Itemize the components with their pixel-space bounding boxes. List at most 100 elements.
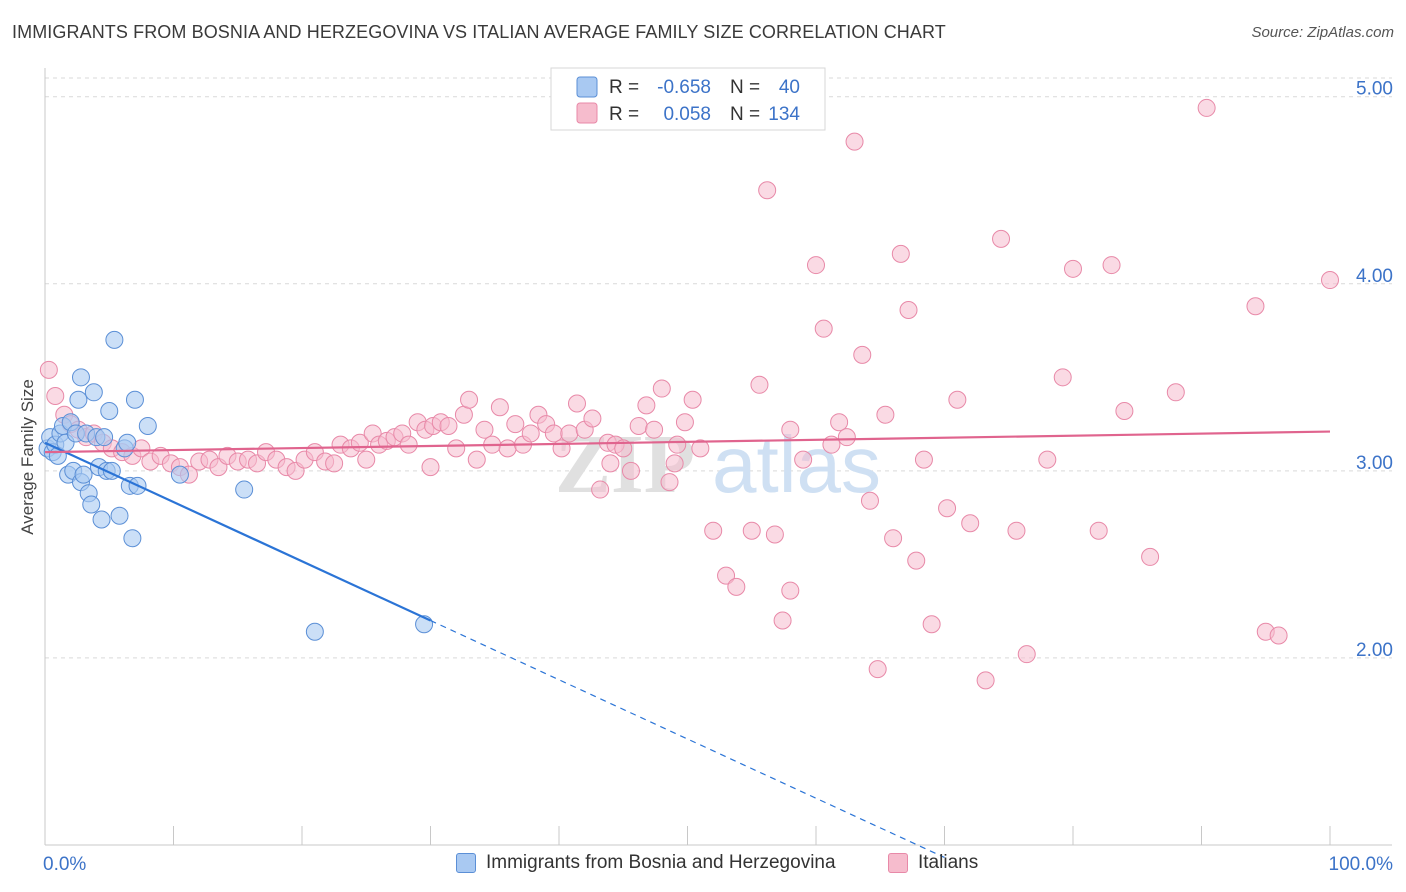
data-point-italians [961,514,980,533]
correlation-legend: R = -0.658 N = 40 R = 0.058 N = 134 [550,67,826,131]
data-point-italians [668,435,687,454]
data-point-italians [1141,547,1160,566]
data-point-italians [938,499,957,518]
data-point-bosnia [123,529,142,548]
data-point-italians [891,244,910,263]
data-point-bosnia [100,401,119,420]
data-point-bosnia [110,506,129,525]
data-point-italians [1166,383,1185,402]
data-point-italians [614,439,633,458]
x-tick-label-start: 0.0% [43,854,86,875]
data-point-italians [629,416,648,435]
legend-r-value-blue: -0.658 [657,77,711,98]
data-point-italians [781,420,800,439]
data-point-italians [1064,259,1082,278]
legend-r-value-pink: 0.058 [663,104,711,125]
data-point-italians [717,566,736,585]
data-point-italians [454,405,473,424]
data-point-italians [560,424,579,443]
data-point-italians [645,420,664,439]
legend-swatch-blue [576,76,598,98]
data-point-italians [39,360,58,379]
legend-label-bosnia: Immigrants from Bosnia and Herzegovina [486,852,836,873]
data-point-italians [773,611,792,630]
data-point-bosnia [84,383,103,402]
data-point-italians [1102,256,1121,275]
data-point-italians [876,405,895,424]
data-point-italians [691,439,710,458]
data-point-italians [1089,521,1108,540]
data-point-italians [652,379,671,398]
data-point-italians [567,394,586,413]
data-point-italians [807,256,825,275]
data-point-italians [447,439,466,458]
data-point-italians [467,450,486,469]
data-point-bosnia [170,465,189,484]
data-point-italians [601,454,620,473]
data-point-italians [750,375,769,394]
data-point-italians [907,551,926,570]
data-point-italians [591,480,610,499]
data-point-bosnia [74,465,93,484]
data-point-italians [1115,401,1134,420]
data-point-italians [683,390,702,409]
data-point-italians [521,424,540,443]
trend-line-bosnia [44,441,431,622]
data-point-italians [922,615,941,634]
data-point-italians [758,181,777,200]
data-point-italians [899,300,918,319]
data-point-italians [544,424,563,443]
data-point-italians [781,581,800,600]
data-point-bosnia [69,390,88,409]
data-point-italians [498,439,517,458]
bosnia-points [38,330,434,641]
chart-title: IMMIGRANTS FROM BOSNIA AND HERZEGOVINA V… [12,22,946,42]
data-point-italians [675,413,694,432]
italians-points [39,98,1339,690]
data-point-italians [665,454,684,473]
y-axis-label: Average Family Size [18,379,37,535]
data-point-bosnia [125,390,144,409]
data-point-italians [992,229,1011,248]
data-point-italians [552,439,571,458]
legend-swatch-italians [888,853,908,873]
data-point-italians [1197,98,1216,117]
y-tick-label: 4.00 [1356,266,1393,287]
data-point-italians [976,671,995,690]
data-point-italians [46,387,65,406]
tick-labels: 2.00 3.00 4.00 5.00 0.0% 100.0% [43,79,1393,875]
data-point-italians [1038,450,1057,469]
data-point-italians [914,450,933,469]
data-point-bosnia [105,330,124,349]
data-point-italians [860,491,879,510]
y-tick-label: 2.00 [1356,640,1393,661]
legend-n-value-pink: 134 [768,104,800,125]
legend-item-italians: Italians [888,852,978,874]
data-point-italians [621,461,640,480]
data-point-italians [830,413,849,432]
data-point-italians [704,521,723,540]
data-point-italians [794,450,813,469]
data-point-italians [583,409,602,428]
y-tick-label: 3.00 [1356,453,1393,474]
data-point-italians [1053,368,1072,387]
x-tick-label-end: 100.0% [1329,854,1394,875]
data-point-bosnia [235,480,254,499]
data-point-italians [357,450,376,469]
data-point-italians [814,319,833,338]
legend-swatch-pink [576,102,598,124]
legend-n-value-blue: 40 [779,77,800,98]
legend-swatch-bosnia [456,853,476,873]
data-point-bosnia [92,510,111,529]
trend-line-italians [44,430,1331,454]
data-point-italians [884,529,903,548]
data-point-italians [490,398,509,417]
data-point-italians [837,428,856,447]
data-point-italians [439,416,458,435]
data-point-italians [727,577,746,596]
data-point-italians [742,521,761,540]
data-point-italians [325,454,344,473]
data-point-italians [506,415,525,434]
data-point-italians [1246,297,1265,316]
